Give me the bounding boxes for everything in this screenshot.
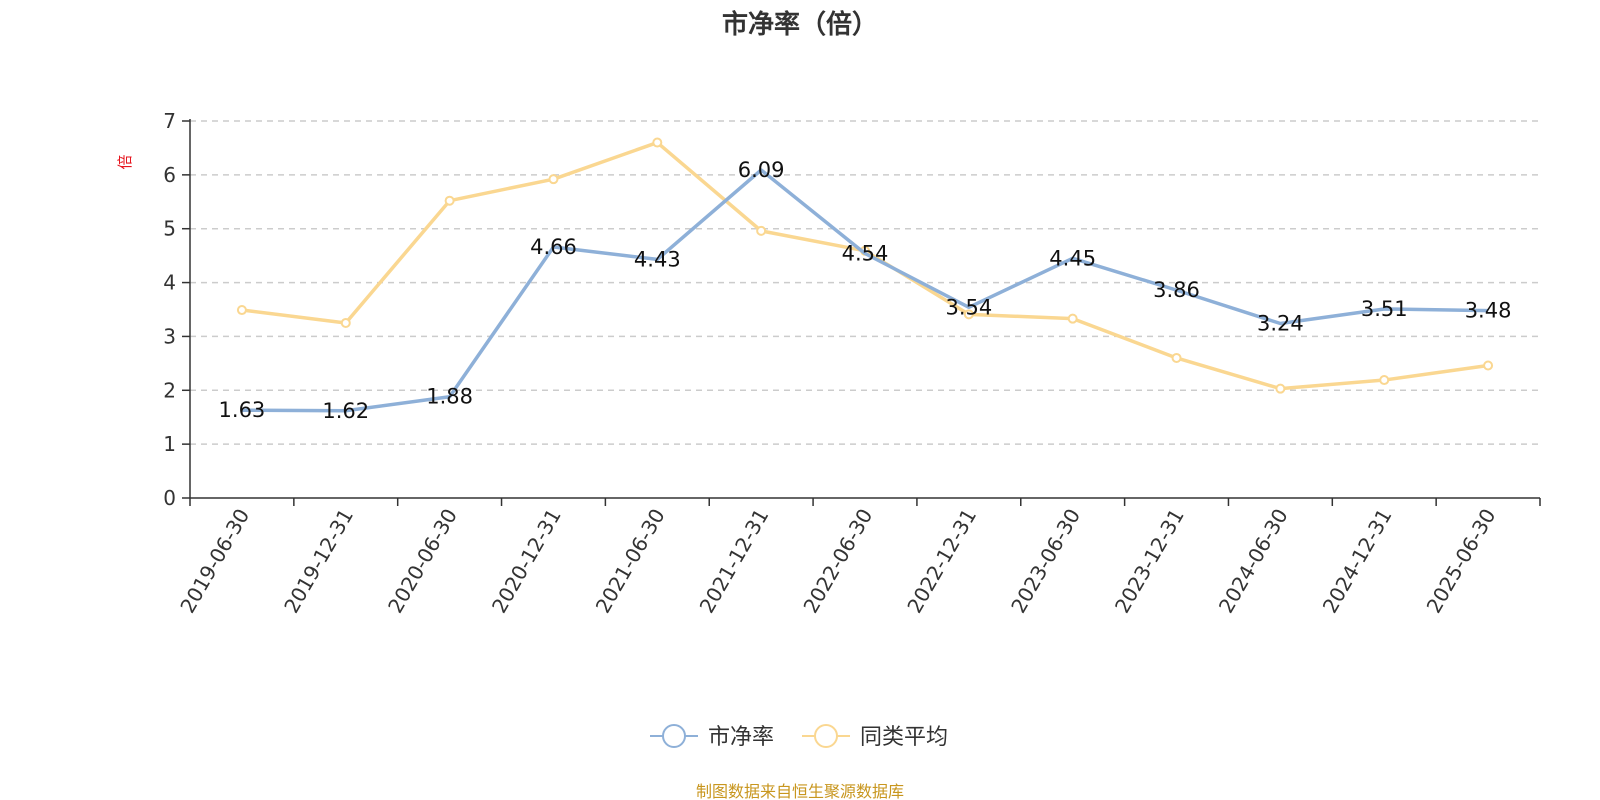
data-label: 4.54 (842, 241, 889, 265)
x-tick-label: 2022-12-31 (902, 505, 981, 618)
x-tick-label: 2020-12-31 (487, 505, 566, 618)
data-label: 6.09 (738, 158, 785, 182)
data-label: 1.88 (426, 385, 473, 409)
x-tick-label: 2021-06-30 (591, 505, 670, 618)
y-tick-label: 1 (163, 432, 176, 456)
y-tick-label: 3 (163, 324, 176, 348)
data-label: 3.24 (1257, 312, 1304, 336)
grid-lines (190, 120, 1540, 445)
data-label: 4.43 (634, 247, 681, 271)
x-tick-label: 2023-12-31 (1110, 505, 1189, 618)
data-labels: 1.63 1.62 1.88 4.66 4.43 6.09 4.54 3.54 4.45 3.86… (219, 158, 1512, 423)
series-line-1 (241, 140, 1489, 391)
series-point (963, 309, 974, 320)
y-tick-label: 4 (163, 271, 176, 295)
series-point (756, 225, 767, 236)
series-point (548, 174, 559, 185)
series-line-0 (241, 168, 1489, 413)
chart-title: 市净率（倍） (722, 9, 878, 40)
legend-marker-icon (662, 724, 686, 748)
data-label: 3.48 (1465, 299, 1512, 323)
data-label: 4.45 (1049, 246, 1096, 270)
series-point (444, 195, 455, 206)
legend: 市净率 同类平均 (650, 724, 948, 750)
data-label: 1.63 (219, 398, 266, 422)
y-tick-label: 2 (163, 378, 176, 402)
x-tick-label: 2020-06-30 (383, 504, 462, 617)
data-label: 3.54 (945, 295, 992, 319)
axes: 0 1 2 3 4 5 6 7 2019-06-30 2019-12-31 2020-06-30 20… (163, 109, 1541, 618)
series-point (1379, 375, 1390, 386)
x-tick-label: 2025-06-30 (1422, 505, 1501, 618)
x-tick-label: 2024-12-31 (1318, 505, 1397, 618)
data-label: 3.51 (1361, 297, 1408, 321)
x-tick-label: 2023-06-30 (1006, 505, 1085, 618)
data-label: 3.86 (1153, 278, 1200, 302)
y-tick-label: 5 (163, 217, 176, 241)
x-tick-label: 2019-12-31 (279, 505, 358, 618)
y-tick-label: 0 (163, 486, 176, 510)
x-tick-label: 2021-12-31 (695, 505, 774, 618)
legend-label: 市净率 (708, 725, 774, 750)
series-point (1171, 352, 1182, 363)
x-tick-label: 2019-06-30 (175, 505, 254, 618)
series-point (1067, 313, 1078, 324)
y-tick-label: 7 (163, 109, 176, 133)
series-point (1275, 383, 1286, 394)
legend-marker-icon (814, 724, 838, 748)
x-tick-label: 2024-06-30 (1214, 505, 1293, 618)
series-point (652, 137, 663, 148)
y-tick-label: 6 (163, 163, 176, 187)
series-point (1483, 360, 1494, 371)
data-label: 4.66 (530, 235, 577, 259)
x-tick-label: 2022-06-30 (798, 505, 877, 618)
series-lines (236, 137, 1494, 413)
legend-label: 同类平均 (860, 725, 948, 750)
series-point (340, 317, 351, 328)
data-source-note: 制图数据来自恒生聚源数据库 (696, 782, 904, 800)
series-point (236, 305, 247, 316)
data-label: 1.62 (322, 399, 369, 423)
y-axis-unit-label: 倍 (116, 154, 134, 169)
